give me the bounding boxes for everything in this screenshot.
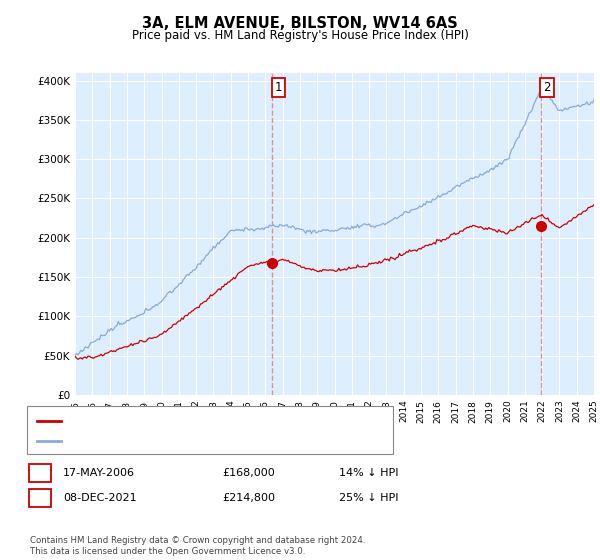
Text: £168,000: £168,000 (222, 468, 275, 478)
Text: 3A, ELM AVENUE, BILSTON, WV14 6AS: 3A, ELM AVENUE, BILSTON, WV14 6AS (142, 16, 458, 31)
Text: £214,800: £214,800 (222, 493, 275, 503)
Text: Price paid vs. HM Land Registry's House Price Index (HPI): Price paid vs. HM Land Registry's House … (131, 29, 469, 42)
Text: Contains HM Land Registry data © Crown copyright and database right 2024.
This d: Contains HM Land Registry data © Crown c… (30, 536, 365, 556)
Text: 1: 1 (274, 81, 282, 94)
Text: 14% ↓ HPI: 14% ↓ HPI (339, 468, 398, 478)
Text: 08-DEC-2021: 08-DEC-2021 (63, 493, 137, 503)
Text: 17-MAY-2006: 17-MAY-2006 (63, 468, 135, 478)
Text: 25% ↓ HPI: 25% ↓ HPI (339, 493, 398, 503)
Text: HPI: Average price, detached house, Wolverhampton: HPI: Average price, detached house, Wolv… (66, 436, 324, 446)
Text: 2: 2 (544, 81, 551, 94)
Text: 3A, ELM AVENUE, BILSTON, WV14 6AS (detached house): 3A, ELM AVENUE, BILSTON, WV14 6AS (detac… (66, 416, 342, 426)
Text: 2: 2 (37, 493, 43, 503)
Text: 1: 1 (37, 468, 43, 478)
